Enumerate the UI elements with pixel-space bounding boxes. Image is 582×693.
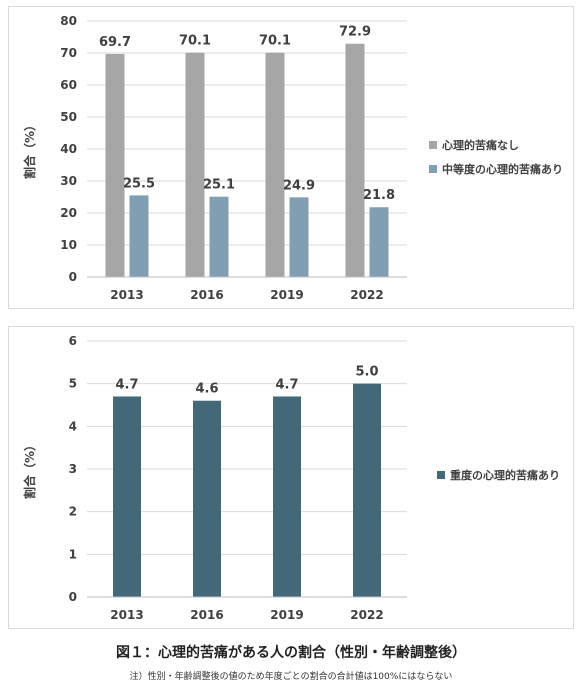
y-tick-label: 3 bbox=[69, 462, 77, 476]
figure-caption: 図１：心理的苦痛がある人の割合（性別・年齢調整後） bbox=[116, 645, 466, 661]
data-label: 24.9 bbox=[283, 178, 315, 193]
y-tick-label: 10 bbox=[60, 238, 77, 252]
x-tick-label: 2016 bbox=[190, 608, 223, 622]
data-label: 25.1 bbox=[203, 178, 235, 193]
data-label: 21.8 bbox=[363, 188, 395, 203]
x-tick-label: 2022 bbox=[350, 608, 383, 622]
legend-entry: 中等度の心理的苦痛あり bbox=[442, 162, 563, 176]
y-tick-label: 4 bbox=[69, 419, 77, 433]
data-label: 25.5 bbox=[123, 176, 155, 191]
y-tick-label: 0 bbox=[69, 590, 77, 604]
y-tick-label: 50 bbox=[60, 110, 77, 124]
chart-2: 0 1 2 3 4 5 6 割合（%） 2013 4.7 2016 4.6 2019 4.7 2022 5.0… bbox=[22, 334, 560, 622]
bar-2-2016 bbox=[209, 196, 229, 277]
y-tick-label: 60 bbox=[60, 78, 77, 92]
y-tick-label: 2 bbox=[69, 505, 77, 519]
y-tick-label: 6 bbox=[69, 334, 77, 348]
data-label: 70.1 bbox=[259, 34, 291, 49]
x-tick-label: 2016 bbox=[190, 288, 223, 302]
bar-2-2013 bbox=[129, 195, 149, 277]
data-label: 4.7 bbox=[115, 377, 138, 392]
y-tick-label: 5 bbox=[69, 377, 77, 391]
x-tick-label: 2022 bbox=[350, 288, 383, 302]
y-tick-label: 70 bbox=[60, 46, 77, 60]
x-tick-label: 2013 bbox=[110, 288, 143, 302]
bar-1-2019 bbox=[273, 396, 301, 597]
data-label: 4.6 bbox=[195, 382, 218, 397]
x-tick-label: 2019 bbox=[270, 608, 303, 622]
y-tick-label: 1 bbox=[69, 547, 77, 561]
chart-1: 0 10 20 30 40 50 60 70 80 割合（%） 2013 69.7 25.5 2016 70… bbox=[22, 14, 563, 302]
y-tick-label: 30 bbox=[60, 174, 77, 188]
data-label: 5.0 bbox=[355, 365, 378, 380]
bar-1-2022 bbox=[345, 43, 365, 277]
y-tick-label: 0 bbox=[69, 270, 77, 284]
y-tick-label: 40 bbox=[60, 142, 77, 156]
y-axis-label: 割合（%） bbox=[22, 119, 37, 179]
data-label: 69.7 bbox=[99, 35, 131, 50]
bar-1-2013 bbox=[105, 53, 125, 278]
y-tick-label: 20 bbox=[60, 206, 77, 220]
bar-1-2013 bbox=[113, 396, 141, 597]
chart-panel-1: 0 10 20 30 40 50 60 70 80 割合（%） 2013 69.7 25.5 2016 70… bbox=[8, 6, 574, 309]
legend-swatch bbox=[429, 165, 437, 173]
data-label: 70.1 bbox=[179, 34, 211, 49]
data-label: 72.9 bbox=[339, 25, 371, 40]
figure-note: 注）性別・年齢調整後の値のため年度ごとの割合の合計値は100%にはならない bbox=[129, 672, 453, 682]
bar-1-2016 bbox=[193, 400, 221, 597]
bar-1-2022 bbox=[353, 383, 381, 597]
bar-2-2022 bbox=[369, 207, 389, 277]
legend-swatch bbox=[437, 471, 445, 479]
x-tick-label: 2019 bbox=[270, 288, 303, 302]
legend-entry: 重度の心理的苦痛あり bbox=[450, 468, 560, 482]
bar-2-2019 bbox=[289, 197, 309, 277]
y-axis-label: 割合（%） bbox=[22, 439, 37, 499]
bar-1-2019 bbox=[265, 52, 285, 278]
bar-1-2016 bbox=[185, 52, 205, 278]
legend-entry: 心理的苦痛なし bbox=[442, 138, 519, 152]
legend-swatch bbox=[429, 141, 437, 149]
x-tick-label: 2013 bbox=[110, 608, 143, 622]
chart-panel-2: 0 1 2 3 4 5 6 割合（%） 2013 4.7 2016 4.6 2019 4.7 2022 5.0… bbox=[8, 326, 574, 629]
data-label: 4.7 bbox=[275, 377, 298, 392]
y-tick-label: 80 bbox=[60, 14, 77, 28]
